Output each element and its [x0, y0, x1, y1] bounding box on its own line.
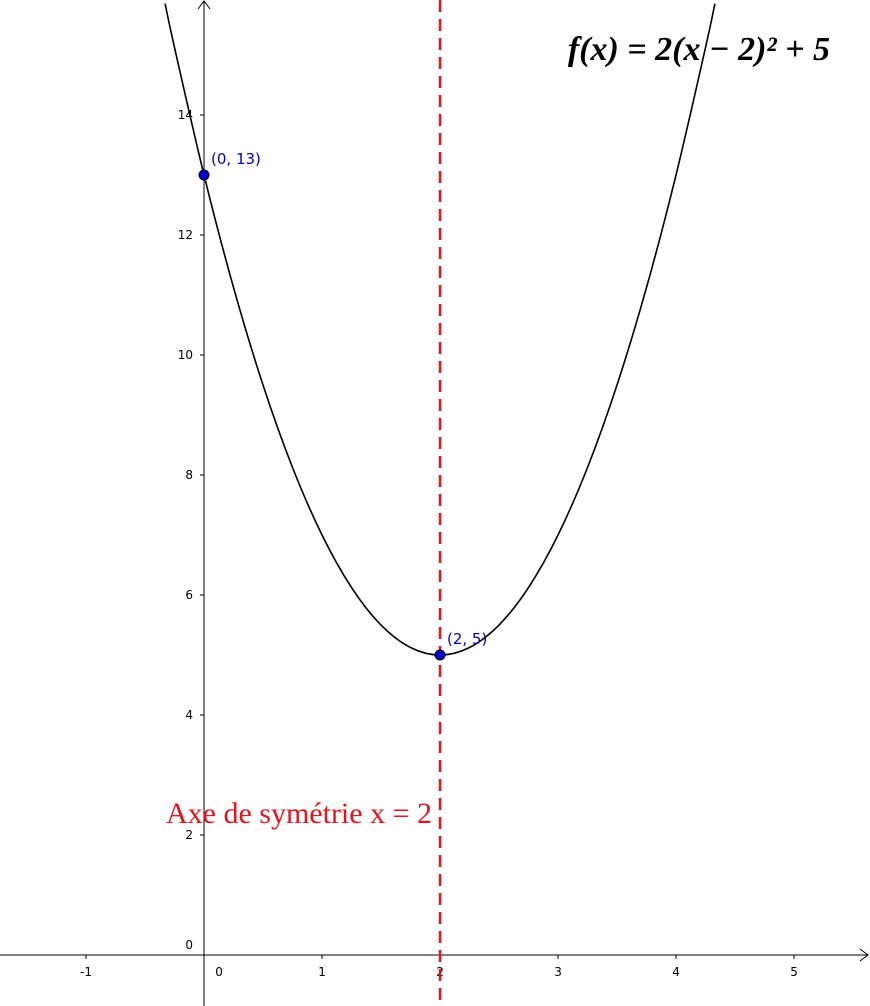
x-tick-label: 0	[215, 965, 223, 979]
point	[434, 649, 446, 661]
x-tick-label: 1	[318, 965, 326, 979]
x-tick-label: -1	[80, 965, 92, 979]
y-axis-arrow	[197, 0, 211, 10]
y-tick-label: 4	[185, 708, 193, 722]
y-tick-label: 10	[178, 348, 193, 362]
x-axis-arrow	[859, 948, 869, 962]
symmetry-label: Axe de symétrie x = 2	[166, 797, 432, 830]
y-tick-label: 0	[185, 938, 193, 952]
y-tick-label: 6	[185, 588, 193, 602]
x-tick-label: 4	[672, 965, 680, 979]
x-tick-label: 5	[790, 965, 798, 979]
y-tick-label: 2	[185, 828, 193, 842]
y-tick-label: 8	[185, 468, 193, 482]
chart-title: f(x) = 2(x − 2)² + 5	[568, 31, 830, 68]
point-label: (0, 13)	[211, 150, 261, 168]
x-tick-label: 3	[554, 965, 562, 979]
y-tick-label: 12	[178, 228, 193, 242]
point	[198, 169, 210, 181]
point-label: (2, 5)	[447, 630, 487, 648]
